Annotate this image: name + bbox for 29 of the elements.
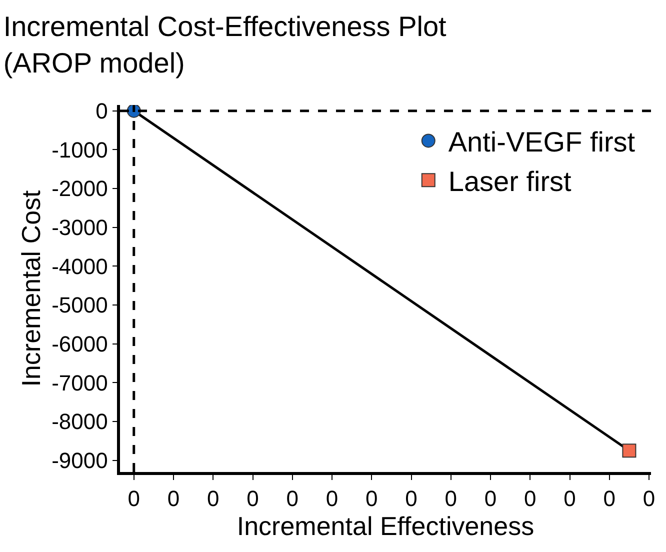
y-tick-label: -4000 <box>52 254 108 279</box>
y-tick-label: -8000 <box>52 409 108 434</box>
x-tick-label: 0 <box>167 486 180 512</box>
x-tick-label: 0 <box>128 486 140 512</box>
y-tick-label: -7000 <box>52 370 108 396</box>
x-tick-label: 0 <box>405 486 418 512</box>
y-tick-label: -6000 <box>52 332 108 357</box>
y-tick-label: 0 <box>96 98 108 124</box>
y-tick-label: -2000 <box>52 176 108 202</box>
x-tick-label: 0 <box>564 486 576 512</box>
y-tick-label: -1000 <box>52 137 108 162</box>
x-tick-label: 0 <box>326 486 338 512</box>
x-tick-label: 0 <box>206 486 220 512</box>
x-tick-label: 0 <box>484 486 497 512</box>
legend-label: Laser first <box>448 166 572 198</box>
x-tick-label: 0 <box>444 486 458 512</box>
x-tick-label: 0 <box>286 486 299 512</box>
x-axis-title: Incremental Effectiveness <box>236 511 534 542</box>
x-tick-label: 0 <box>603 486 616 512</box>
y-tick-label: -3000 <box>52 215 108 240</box>
y-axis-title: Incremental Cost <box>16 189 46 387</box>
y-tick-label: -9000 <box>52 448 108 474</box>
y-tick-label: -5000 <box>52 292 108 318</box>
x-tick-label: 0 <box>524 486 536 512</box>
legend-label: Anti-VEGF first <box>448 126 636 158</box>
chart-title: Incremental Cost-Effectiveness Plot (AROP model) <box>3 10 447 78</box>
x-tick-label: 0 <box>642 486 656 512</box>
x-tick-label: 0 <box>366 486 378 512</box>
x-tick-label: 0 <box>246 486 259 512</box>
